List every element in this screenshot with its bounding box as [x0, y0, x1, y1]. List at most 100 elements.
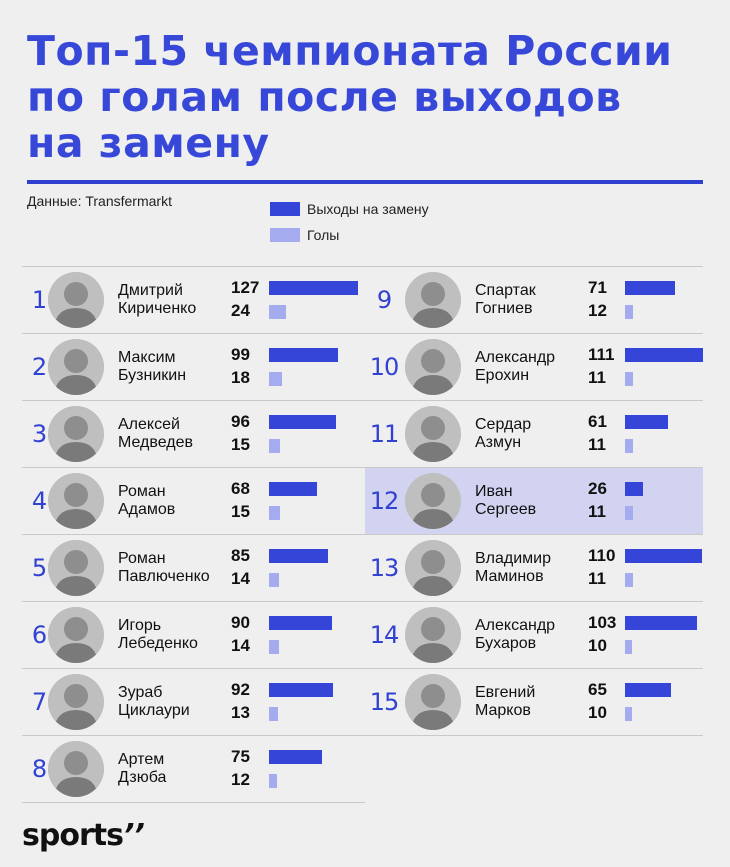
player-last-name: Циклаури [118, 702, 190, 719]
player-photo [405, 272, 461, 328]
player-last-name: Азмун [475, 434, 522, 451]
player-first-name: Роман [118, 483, 166, 500]
subs-value-label: 85 [231, 546, 250, 565]
goals-value-label: 18 [231, 368, 250, 387]
player-row: 13 Владимир Маминов 110 11 [365, 535, 703, 601]
subs-value-label: 110 [588, 546, 616, 565]
row-divider-right [365, 266, 703, 267]
rank-number: 4 [31, 487, 47, 515]
goals-value-label: 15 [231, 435, 250, 454]
player-name: Александр Бухаров [475, 617, 555, 653]
rank-number: 10 [369, 353, 400, 381]
subs-value-label: 127 [231, 278, 260, 297]
row-divider-right [365, 735, 703, 736]
player-row: 8 Артем Дзюба 75 12 [22, 736, 365, 802]
player-photo [48, 473, 104, 529]
goals-bar [625, 439, 633, 453]
player-last-name: Ерохин [475, 367, 530, 384]
player-name: Владимир Маминов [475, 550, 551, 586]
player-first-name: Сердар [475, 416, 532, 433]
goals-bar [625, 305, 633, 319]
rank-number: 5 [31, 554, 47, 582]
player-name: Роман Адамов [118, 483, 175, 519]
player-row: 4 Роман Адамов 68 15 [22, 468, 365, 534]
subs-value-label: 71 [588, 278, 607, 297]
player-name: Евгений Марков [475, 684, 535, 720]
goals-bar [269, 305, 286, 319]
player-photo [48, 607, 104, 663]
subs-bar [625, 683, 671, 697]
player-photo [405, 540, 461, 596]
player-first-name: Александр [475, 349, 556, 366]
goals-bar [625, 573, 633, 587]
goals-bar [269, 774, 277, 788]
player-photo [48, 272, 104, 328]
player-name: Алексей Медведев [118, 416, 193, 452]
subs-bar [625, 281, 675, 295]
player-row: 7 Зураб Циклаури 92 13 [22, 669, 365, 735]
player-row: 6 Игорь Лебеденко 90 14 [22, 602, 365, 668]
player-last-name: Гогниев [475, 300, 533, 317]
row-divider-left [22, 802, 365, 803]
player-row: 10 Александр Ерохин 111 11 [365, 334, 703, 400]
player-first-name: Дмитрий [118, 282, 183, 299]
player-last-name: Сергеев [475, 501, 537, 518]
subs-value-label: 103 [588, 613, 617, 632]
goals-value-label: 11 [588, 368, 606, 387]
player-first-name: Евгений [475, 684, 536, 701]
subs-bar [269, 683, 333, 697]
title-line-3: на замену [27, 119, 270, 167]
player-photo [48, 741, 104, 797]
row-divider-right [365, 467, 703, 468]
player-first-name: Зураб [118, 684, 163, 701]
player-first-name: Артем [118, 751, 165, 768]
player-last-name: Маминов [475, 568, 544, 585]
rank-number: 3 [31, 420, 47, 448]
player-photo [405, 339, 461, 395]
subs-bar [269, 415, 336, 429]
rank-number: 12 [369, 487, 400, 515]
subs-value-label: 26 [588, 479, 607, 498]
player-last-name: Медведев [118, 434, 193, 451]
player-name: Артем Дзюба [118, 751, 166, 787]
legend: Выходы на замену Голы [270, 196, 429, 248]
goals-bar [625, 372, 633, 386]
player-name: Роман Павлюченко [118, 550, 210, 586]
player-row: 11 Сердар Азмун 61 11 [365, 401, 703, 467]
player-name: Спартак Гогниев [475, 282, 536, 318]
player-photo [48, 406, 104, 462]
goals-value-label: 14 [231, 636, 250, 655]
rank-number: 13 [369, 554, 400, 582]
goals-value-label: 11 [588, 569, 606, 588]
goals-bar [269, 707, 278, 721]
subs-bar [269, 616, 332, 630]
legend-swatch-subs [270, 202, 300, 216]
row-divider-right [365, 333, 703, 334]
subs-value-label: 61 [588, 412, 607, 431]
goals-bar [269, 372, 282, 386]
data-source: Данные: Transfermarkt [27, 193, 172, 209]
player-first-name: Игорь [118, 617, 162, 634]
player-name: Зураб Циклаури [118, 684, 190, 720]
goals-value-label: 13 [231, 703, 250, 722]
player-name: Иван Сергеев [475, 483, 536, 519]
player-photo [405, 473, 461, 529]
player-first-name: Иван [475, 483, 513, 500]
goals-bar [625, 506, 633, 520]
player-row: 14 Александр Бухаров 103 10 [365, 602, 703, 668]
row-divider-right [365, 400, 703, 401]
goals-bar [625, 640, 632, 654]
row-divider-left [22, 668, 365, 669]
player-last-name: Дзюба [118, 769, 167, 786]
rank-number: 9 [376, 286, 392, 314]
legend-label-subs: Выходы на замену [307, 201, 429, 217]
player-name: Александр Ерохин [475, 349, 555, 385]
subs-value-label: 111 [588, 345, 615, 364]
row-divider-left [22, 735, 365, 736]
subs-bar [625, 549, 702, 563]
player-first-name: Алексей [118, 416, 180, 433]
title-line-1: Топ-15 чемпионата России [27, 27, 673, 75]
rank-number: 8 [31, 755, 47, 783]
subs-bar [625, 482, 643, 496]
player-photo [405, 607, 461, 663]
